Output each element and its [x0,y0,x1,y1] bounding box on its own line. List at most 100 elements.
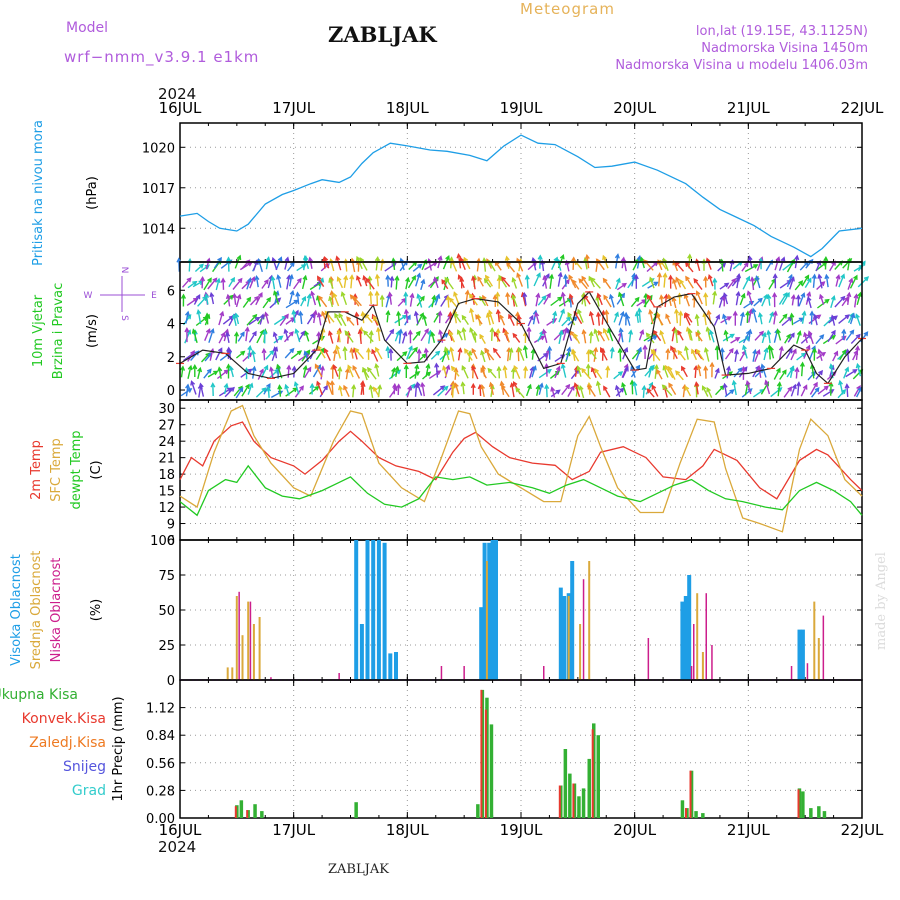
temperature-ytick-label: 6 [167,534,175,549]
wind-arrow-head [806,277,812,283]
wind-arrow-head [508,347,514,353]
precip-legend-item: Ukupna Kisa [0,687,78,703]
wind-arrow-head [516,272,521,278]
wind-arrow [807,297,812,309]
precip-bar [253,804,257,818]
wind-arrow [550,389,561,398]
cloud-bar [579,624,582,680]
wind-arrow [675,309,678,324]
wind-speed-line [179,290,863,385]
wind-arrow-head [288,331,294,337]
wind-arrow-head [722,292,728,298]
wind-arrow-head [588,330,594,337]
wind-arrow [224,387,235,398]
wind-arrow [778,257,785,271]
wind-arrow-head [305,349,311,355]
wind-arrow-head [499,380,505,386]
wind-arrow [557,272,562,287]
wind-arrow [704,366,707,379]
wind-arrow-head [736,272,742,279]
wind-arrow-head [352,296,358,302]
wind-arrow-head [413,310,419,317]
wind-arrow [594,329,600,342]
precip-legend-item: Konvek.Kisa [22,711,106,727]
wind-arrow-head [747,255,753,261]
wind-arrow-head [550,386,556,392]
precip-ytick-label: 0.28 [146,784,175,799]
wind-arrow-head [605,365,611,371]
wind-arrow-head [786,279,792,285]
wind-arrow-head [190,380,196,386]
wind-arrow [207,278,217,290]
wind-ytick-label: 6 [167,284,175,299]
precip-bar [581,788,586,818]
wind-arrow [461,382,465,395]
wind-arrow-head [830,314,836,320]
wind-arrow-head [803,331,808,338]
wind-arrow-head [184,310,190,317]
wind-arrow [180,366,184,378]
cloud-bar [247,601,250,680]
wind-arrow [822,389,834,397]
wind-arrow-head [760,363,766,369]
wind-arrow-head [751,307,757,313]
wind-arrow-head [283,328,289,334]
cloud-bar [687,575,692,680]
bottom-date-label: 21JUL [727,821,770,839]
wind-arrow [493,332,501,342]
wind-arrow [797,382,800,396]
wind-arrow [702,386,709,397]
wind-arrow [552,311,557,324]
wind-arrow [767,330,771,344]
wind-arrow-head [453,291,458,297]
wind-arrow [501,277,511,287]
wind-arrow-head [685,312,690,318]
wind-arrow-head [335,344,340,351]
wind-arrow-head [776,367,781,373]
wind-arrow-head [403,308,409,315]
wind-arrow-head [715,314,720,320]
year-top: 2024 [158,85,197,103]
wind-arrow [724,330,729,342]
wind-arrow-head [229,386,235,392]
wind-arrow [527,315,534,327]
wind-arrow [331,381,334,395]
wind-arrow [852,369,863,380]
wind-arrow [778,292,788,305]
wind-arrow [385,294,390,308]
wind-arrow [476,259,480,272]
wind-arrow [739,312,744,326]
wind-arrow [425,364,430,377]
wind-arrow [255,387,267,398]
wind-arrow [256,330,264,344]
wind-arrow [799,261,809,271]
wind-arrow [290,350,302,360]
wind-arrow [724,348,734,360]
wind-arrow-head [485,274,490,280]
wind-arrow-head [213,370,219,376]
wind-ylabel-1: 10m Vjetar [31,294,46,367]
wind-arrow [658,273,661,287]
wind-arrow [356,256,363,270]
wind-arrow [672,279,678,290]
wind-arrow-head [388,348,394,354]
wind-arrow-head [389,275,395,281]
wind-arrow-head [225,256,232,262]
wind-arrow-head [435,293,441,299]
wind-arrow [726,366,730,379]
wind-arrow-head [184,327,190,333]
cloud-bar [235,596,238,680]
wind-arrow-head [624,366,629,372]
cloud-ylabel-mid: Srednja Oblacnost [29,551,44,670]
wind-arrow [377,328,381,342]
wind-arrow [252,366,256,379]
wind-arrow [601,311,605,325]
wind-arrow [781,292,790,305]
wind-arrow [369,385,374,399]
wind-arrow [373,387,380,397]
wind-arrow-head [204,312,210,318]
wind-arrow [694,366,697,378]
wind-arrow [469,328,476,341]
precip-bar [239,800,244,818]
wind-arrow [512,295,518,307]
